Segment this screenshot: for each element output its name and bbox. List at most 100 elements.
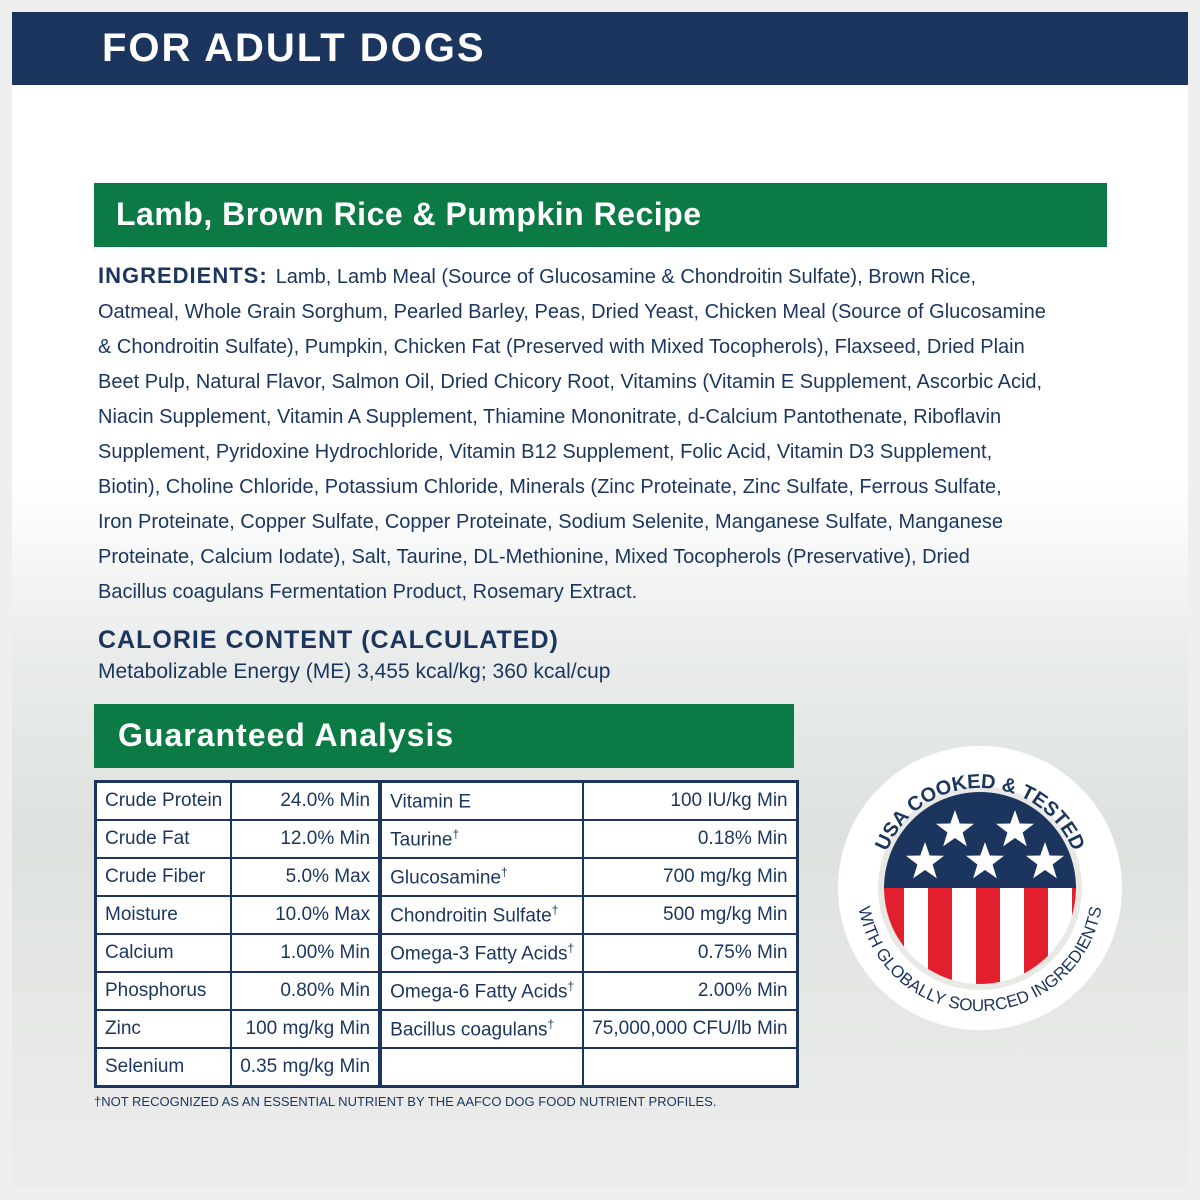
ingredients-line: Supplement, Pyridoxine Hydrochloride, Vi… [98,441,993,463]
content-column: INGREDIENTS: Lamb, Lamb Meal (Source of G… [94,258,1114,1109]
nutrient-name: Crude Protein [105,790,223,811]
star-icon [1026,842,1064,879]
nutrient-name: Phosphorus [105,980,207,1001]
nutrient-name: Calcium [105,942,174,963]
nutrient-value-cell: 700 mg/kg Min [582,857,799,897]
nutrient-value-cell: 24.0% Min [230,780,382,821]
nutrient-name-cell: Moisture [94,895,233,935]
analysis-title: Guaranteed Analysis [118,717,455,753]
flag-stripe [976,888,1000,984]
nutrient-value: 24.0% Min [280,790,371,811]
ingredients-line: INGREDIENTS: Lamb, Lamb Meal (Source of G… [98,258,1114,295]
nutrient-value: 0.18% Min [697,828,788,849]
analysis-row: Crude Protein 24.0% Min Vitamin E 100 IU/kg… [94,780,799,821]
ingredients-line: Biotin), Choline Chloride, Potassium Chl… [98,476,1002,498]
nutrient-name-cell: Taurine† [378,819,585,859]
dagger-mark: † [567,940,575,955]
nutrient-name-cell: Crude Fiber [94,857,233,897]
banner-title: FOR ADULT DOGS [102,26,486,70]
nutrient-name: Omega-6 Fatty Acids [390,981,568,1003]
nutrient-value: 10.0% Max [275,904,371,925]
top-banner: FOR ADULT DOGS [12,12,1188,85]
ingredients-block: INGREDIENTS: Lamb, Lamb Meal (Source of G… [94,258,1114,610]
nutrient-name: Vitamin E [390,791,472,813]
dagger-mark: † [452,826,460,841]
nutrient-value-cell [582,1047,799,1088]
nutrient-value-cell: 75,000,000 CFU/lb Min [582,1009,799,1049]
ingredients-text: Lamb, Lamb Meal (Source of Glucosamine &… [275,266,977,288]
analysis-row: Selenium 0.35 mg/kg Min [94,1047,799,1088]
nutrient-value: 0.35 mg/kg Min [240,1056,371,1077]
calorie-text: Metabolizable Energy (ME) 3,455 kcal/kg;… [98,660,611,683]
nutrient-name-cell: Bacillus coagulans† [378,1009,585,1049]
nutrient-value-cell: 0.75% Min [582,933,799,973]
ingredients-line: Beet Pulp, Natural Flavor, Salmon Oil, D… [98,371,1043,393]
nutrient-value-cell: 100 IU/kg Min [582,780,799,821]
nutrient-name: Crude Fat [105,828,190,849]
nutrient-name: Taurine [390,829,453,851]
nutrient-value-cell: 500 mg/kg Min [582,895,799,935]
nutrient-name-cell: Omega-3 Fatty Acids† [378,933,585,973]
dagger-mark: † [567,978,575,993]
nutrient-name-cell: Zinc [94,1009,233,1049]
nutrient-name-cell: Chondroitin Sulfate† [378,895,585,935]
analysis-header: Guaranteed Analysis [94,704,794,768]
nutrient-name-cell: Calcium [94,933,233,973]
nutrient-value: 2.00% Min [697,980,788,1001]
flag-stripe [928,888,952,984]
nutrient-value: 0.75% Min [697,942,788,963]
nutrient-name-cell: Phosphorus [94,971,233,1011]
nutrient-name-cell: Crude Fat [94,819,233,859]
dagger-mark: † [547,1016,555,1031]
nutrient-name: Crude Fiber [105,866,206,887]
usa-cooked-badge: USA COOKED & TESTED WITH GLOBALLY SOURCE… [838,746,1122,1030]
nutrient-name-cell: Omega-6 Fatty Acids† [378,971,585,1011]
analysis-row: Zinc 100 mg/kg Min Bacillus coagulans† 75,0… [94,1009,799,1049]
nutrient-name-cell: Selenium [94,1047,233,1088]
star-icon [936,810,974,847]
nutrient-value: 100 mg/kg Min [245,1018,371,1039]
nutrient-value-cell: 0.80% Min [230,971,382,1011]
nutrient-name-cell: Glucosamine† [378,857,585,897]
nutrient-name-cell: Vitamin E [378,780,585,821]
nutrient-value: 100 IU/kg Min [670,790,788,811]
nutrient-name: Zinc [105,1018,141,1039]
nutrient-name: Moisture [105,904,178,925]
analysis-row: Crude Fat 12.0% Min Taurine† 0.18% Min [94,819,799,859]
nutrient-value-cell: 12.0% Min [230,819,382,859]
nutrient-name: Selenium [105,1056,185,1077]
analysis-row: Crude Fiber 5.0% Max Glucosamine† 700 mg/kg… [94,857,799,897]
nutrient-name: Glucosamine [390,867,502,889]
ingredients-line: Proteinate, Calcium Iodate), Salt, Tauri… [98,546,970,568]
analysis-row: Moisture 10.0% Max Chondroitin Sulfate† 500… [94,895,799,935]
analysis-row: Calcium 1.00% Min Omega-3 Fatty Acids† 0.75… [94,933,799,973]
nutrient-name-cell [378,1047,585,1088]
dagger-mark: † [551,902,559,917]
calorie-heading: CALORIE CONTENT (CALCULATED) [98,626,559,654]
nutrient-value: 500 mg/kg Min [663,904,788,925]
recipe-header: Lamb, Brown Rice & Pumpkin Recipe [94,183,1107,247]
nutrient-value-cell: 0.18% Min [582,819,799,859]
nutrient-name: Omega-3 Fatty Acids [390,943,568,965]
star-icon [996,810,1034,847]
nutrient-value: 5.0% Max [285,866,371,887]
nutrient-name: Bacillus coagulans [390,1019,548,1041]
dagger-mark: † [501,864,508,879]
nutrient-name-cell: Crude Protein [94,780,233,821]
ingredients-line: & Chondroitin Sulfate), Pumpkin, Chicken… [98,336,1025,358]
nutrient-value: 75,000,000 CFU/lb Min [592,1018,788,1039]
nutrient-value: 700 mg/kg Min [663,866,788,887]
star-icon [966,842,1004,879]
analysis-row: Phosphorus 0.80% Min Omega-6 Fatty Acids† 2… [94,971,799,1011]
ingredients-line: Iron Proteinate, Copper Sulfate, Copper … [98,511,1004,533]
ingredients-label: INGREDIENTS: [98,263,268,288]
star-icon [906,842,944,879]
nutrient-value: 1.00% Min [280,942,371,963]
recipe-title: Lamb, Brown Rice & Pumpkin Recipe [116,196,702,232]
nutrient-value-cell: 5.0% Max [230,857,382,897]
nutrient-name: Chondroitin Sulfate [390,905,552,927]
nutrient-value-cell: 2.00% Min [582,971,799,1011]
nutrient-value-cell: 10.0% Max [230,895,382,935]
ingredients-line: Oatmeal, Whole Grain Sorghum, Pearled Ba… [98,301,1046,323]
ingredients-line: Bacillus coagulans Fermentation Product,… [98,581,638,603]
